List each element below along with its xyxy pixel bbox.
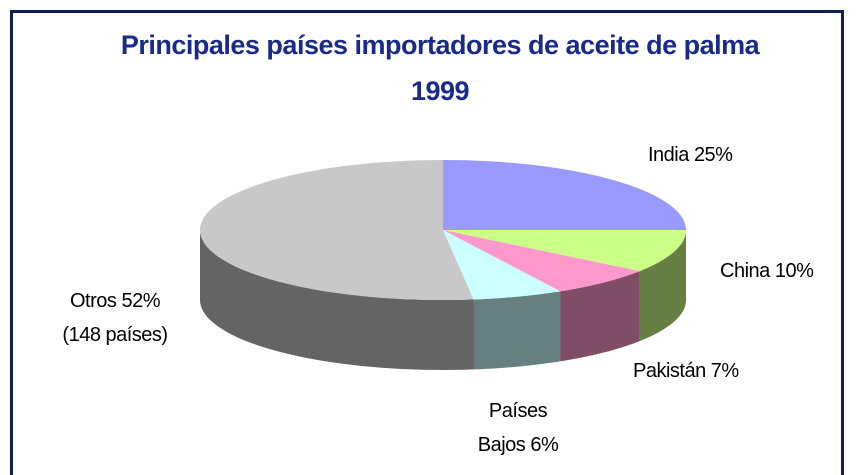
slice [443,230,561,300]
slice-side [639,230,686,342]
slice-label: Pakistán 7% [633,354,813,388]
slice [443,230,686,272]
value-label: 10% [774,260,814,282]
slice-side [560,271,640,362]
value-label: 52% [121,290,160,312]
category-name: Pakistán [633,360,706,382]
category-name: Países Bajos [477,400,548,456]
slice [200,160,474,300]
slice-side [473,291,561,370]
slice [443,230,640,292]
slice-label: China 10% [720,254,850,288]
slice-label: Países Bajos 6% [472,394,564,462]
category-name: China [720,260,770,282]
annotation: (148 países) [62,324,168,346]
slice-label: Otros 52% (148 países) [40,284,190,352]
slice-label: India 25% [648,138,808,172]
value-label: 6% [530,434,559,456]
slice [443,160,686,230]
category-name: India [648,144,689,166]
value-label: 7% [710,360,739,382]
value-label: 25% [693,144,733,166]
slice-side [200,230,474,370]
category-name: Otros [70,290,117,312]
chart-title: Principales países importadores de aceit… [120,30,760,106]
chart-frame [10,10,844,475]
